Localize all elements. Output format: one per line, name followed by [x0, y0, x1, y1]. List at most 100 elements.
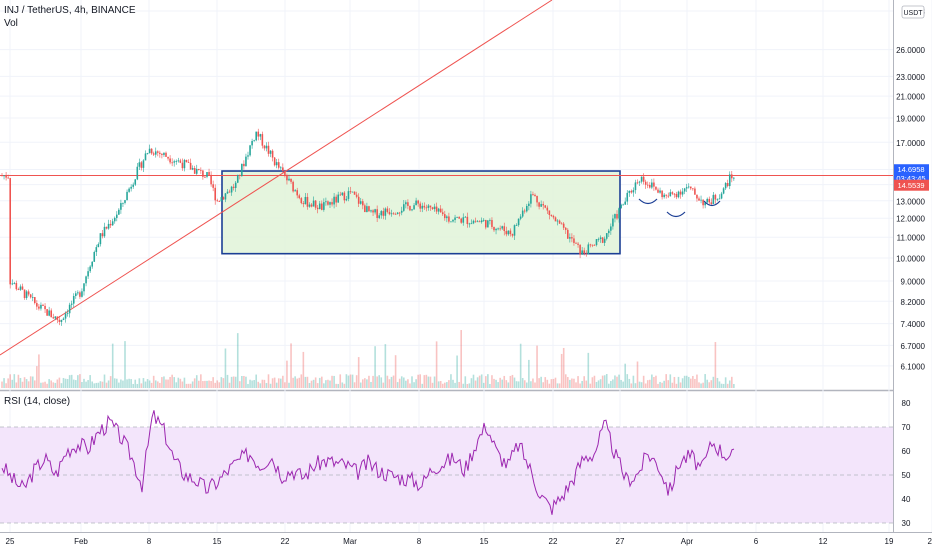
volume-bar [560, 353, 563, 388]
volume-bar [569, 379, 571, 388]
consolidation-box [221, 170, 621, 255]
volume-bar [489, 383, 491, 388]
candle-body [132, 184, 134, 187]
candle-body [263, 145, 266, 149]
candle-body [628, 190, 631, 193]
volume-bar [228, 382, 231, 388]
volume-bar [398, 378, 401, 388]
candle-body [505, 231, 508, 235]
volume-bar [345, 374, 348, 388]
candle-body [220, 197, 223, 202]
volume-bar [616, 376, 618, 388]
volume-bar [3, 378, 5, 388]
candle-body [251, 140, 253, 146]
volume-bar [161, 377, 163, 388]
candle-body [85, 276, 87, 284]
time-tick-label: Mar [343, 537, 357, 546]
volume-bar [411, 376, 413, 388]
candle-body [212, 184, 214, 188]
candle-body [249, 145, 251, 156]
candle-body [173, 161, 175, 163]
volume-bar [671, 382, 674, 388]
volume-bar [415, 379, 417, 388]
candle-body [487, 220, 489, 228]
candle-body [605, 233, 608, 239]
candle-body [21, 286, 24, 290]
volume-bar [310, 380, 313, 388]
volume-bar [193, 378, 196, 388]
volume-bar [661, 382, 663, 388]
candle-body [581, 250, 583, 255]
volume-bar [649, 379, 651, 388]
volume-bar [603, 375, 606, 388]
candle-body [644, 181, 647, 185]
volume-bar [544, 377, 547, 388]
candle-body [507, 230, 510, 235]
volume-bar [694, 378, 696, 388]
candle-body [204, 176, 206, 178]
candle-body [437, 208, 440, 212]
candle-body [77, 292, 79, 294]
volume-bar [511, 374, 514, 388]
volume-bar [392, 375, 395, 388]
volume-bar [175, 382, 178, 388]
volume-bar [692, 375, 694, 388]
candle-body [726, 182, 729, 187]
volume-bar [491, 375, 493, 388]
volume-bar [284, 382, 286, 388]
volume-bar [113, 378, 116, 388]
volume-bar [726, 383, 729, 388]
candle-body [528, 203, 530, 206]
volume-bar [23, 377, 26, 388]
volume-bar [27, 381, 30, 388]
volume-bar [331, 375, 333, 388]
volume-bar [107, 380, 110, 388]
candle-body [378, 215, 380, 219]
volume-bar [624, 363, 626, 388]
candle-body [622, 204, 624, 206]
time-tick-label: 26 [928, 537, 932, 546]
candle-body [163, 152, 165, 155]
volume-bar [249, 379, 251, 388]
candle-body [718, 198, 721, 200]
volume-bar [704, 374, 706, 388]
candle-body [470, 223, 473, 225]
volume-bar [597, 380, 600, 388]
candle-body [683, 188, 686, 192]
candle-body [247, 155, 249, 157]
candle-body [312, 200, 315, 207]
candle-body [630, 190, 633, 193]
volume-bar [261, 379, 264, 388]
volume-bar [273, 377, 276, 388]
ascending-trendline [0, 0, 553, 356]
volume-bar [642, 375, 645, 388]
candle-body [400, 210, 403, 213]
candle-body [509, 230, 512, 235]
volume-bar [349, 374, 352, 388]
volume-bar [429, 376, 432, 388]
volume-bar [329, 380, 331, 388]
candle-body [489, 220, 491, 221]
candle-body [396, 212, 399, 214]
candle-body [9, 178, 11, 285]
candle-body [91, 261, 93, 267]
candle-body [491, 220, 493, 227]
candle-body [265, 145, 268, 149]
candle-body [558, 220, 561, 224]
volume-bar [36, 366, 38, 388]
candle-body [599, 237, 602, 239]
volume-bar [480, 374, 483, 388]
candle-body [89, 266, 91, 272]
volume-bar [157, 381, 159, 388]
volume-bar [353, 382, 356, 388]
currency-label: USDT [903, 10, 923, 17]
volume-bar [640, 382, 643, 388]
volume-bar [306, 376, 309, 388]
volume-bar [450, 374, 452, 388]
volume-bar [308, 382, 311, 388]
time-tick-label: 22 [549, 537, 558, 546]
time-tick-label: 22 [281, 537, 290, 546]
volume-bar [503, 375, 506, 388]
candle-body [60, 319, 63, 322]
candle-body [347, 191, 350, 199]
